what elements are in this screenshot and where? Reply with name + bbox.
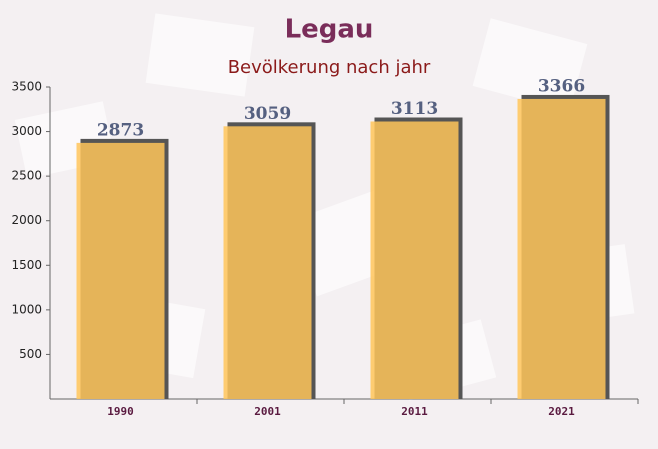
- y-tick-label: 500: [19, 347, 42, 361]
- y-tick-label: 3500: [11, 80, 42, 94]
- x-tick-label: 1990: [107, 405, 134, 418]
- bar: [76, 142, 165, 399]
- value-label: 3113: [391, 99, 438, 119]
- y-tick-label: 1000: [11, 302, 42, 316]
- y-tick-label: 2000: [11, 213, 42, 227]
- bar: [370, 121, 459, 399]
- bar: [223, 126, 312, 399]
- x-tick-label: 2021: [548, 405, 575, 418]
- value-label: 3059: [244, 104, 291, 124]
- chart-subtitle: Bevölkerung nach jahr: [228, 57, 431, 78]
- y-tick-label: 1500: [11, 258, 42, 272]
- y-tick-label: 2500: [11, 169, 42, 183]
- value-label: 3366: [538, 76, 585, 96]
- y-tick-label: 3000: [11, 124, 42, 138]
- chart-title: Legau: [285, 15, 374, 45]
- value-label: 2873: [97, 120, 144, 140]
- bar: [517, 98, 606, 400]
- x-tick-label: 2011: [401, 405, 428, 418]
- x-tick-label: 2001: [254, 405, 281, 418]
